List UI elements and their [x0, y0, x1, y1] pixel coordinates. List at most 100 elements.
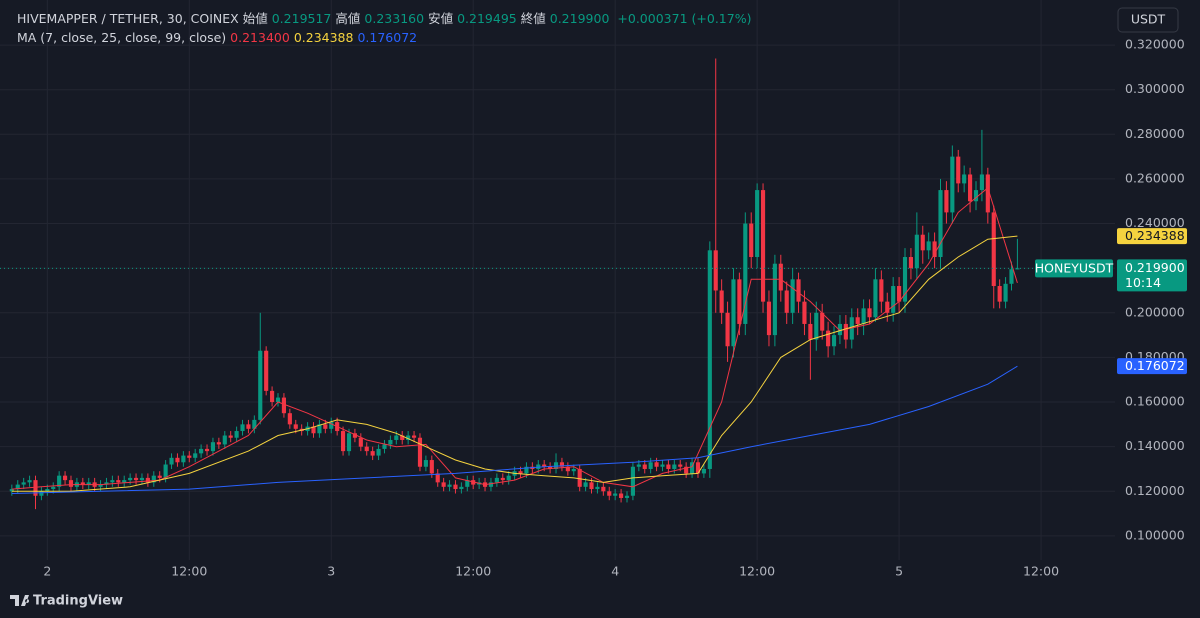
ma-badge-label: 0.234388: [1125, 228, 1185, 243]
candle-body: [39, 491, 44, 496]
ma-label: MA (7, close, 25, close, 99, close): [17, 30, 227, 45]
candle-body: [678, 464, 683, 467]
candle-body: [861, 308, 866, 324]
y-tick-label: 0.140000: [1125, 438, 1185, 453]
candle-body: [453, 484, 458, 490]
candle-body: [565, 466, 570, 472]
candle-body: [772, 263, 777, 336]
candle-body: [689, 462, 695, 474]
candle-body: [139, 477, 145, 481]
candle-body: [802, 301, 807, 324]
candle-body: [885, 301, 890, 313]
candle-body: [9, 489, 14, 492]
candle-body: [157, 475, 162, 478]
y-tick-label: 0.240000: [1125, 215, 1185, 230]
candle-body: [145, 477, 150, 483]
candle-body: [264, 350, 269, 391]
candle-body: [879, 279, 884, 302]
svg-text:TradingView: TradingView: [33, 594, 123, 609]
candle-body: [240, 424, 245, 432]
price-badge-label: 0.219900: [1125, 260, 1185, 275]
candle-body: [583, 482, 588, 487]
currency-button[interactable]: [1117, 7, 1179, 33]
candle-body: [394, 435, 399, 440]
x-tick-label: 12:00: [1023, 564, 1059, 579]
candle-body: [317, 424, 322, 434]
candle-body: [991, 212, 996, 287]
candle-body: [1015, 268, 1020, 270]
currency-label: USDT: [1131, 12, 1166, 27]
candle-body: [435, 473, 440, 483]
candle-body: [624, 495, 630, 498]
x-tick-label: 3: [327, 564, 335, 579]
candle-body: [293, 424, 298, 429]
candle-body: [86, 482, 91, 485]
candle-body: [199, 448, 204, 454]
candle-body: [27, 480, 32, 483]
candle-body: [151, 475, 156, 483]
legend-value: 0.219900: [549, 11, 610, 26]
candle-body: [21, 482, 26, 485]
candle-body: [216, 442, 221, 445]
candle-body: [376, 448, 381, 456]
candle-body: [577, 468, 582, 487]
candle-body: [873, 279, 878, 318]
candle-body: [62, 475, 68, 481]
candle-body: [128, 477, 133, 481]
candle-body: [760, 190, 766, 302]
candle-body: [169, 457, 174, 465]
candle-body: [938, 190, 943, 258]
candle-body: [116, 480, 121, 483]
candle-body: [441, 482, 446, 487]
price-badge: [1117, 259, 1187, 292]
y-tick-label: 0.120000: [1125, 483, 1185, 498]
y-tick-label: 0.320000: [1125, 37, 1185, 52]
candle-body: [181, 455, 186, 463]
candle-body: [956, 156, 961, 184]
legend-label: 終値: [520, 11, 546, 26]
x-tick-label: 12:00: [739, 564, 775, 579]
candle-body: [104, 482, 109, 485]
y-tick-label: 0.300000: [1125, 81, 1185, 96]
candle-body: [968, 174, 973, 202]
candle-body: [820, 312, 825, 331]
candle-body: [831, 335, 837, 347]
candle-body: [1009, 269, 1014, 284]
y-tick-label: 0.200000: [1125, 304, 1185, 319]
candle-body: [571, 468, 576, 472]
candle-body: [902, 257, 908, 302]
ma-value: 0.176072: [357, 30, 418, 45]
candle-body: [411, 435, 417, 438]
symbol: HIVEMAPPER / TETHER, 30, COINEX: [17, 11, 239, 26]
candle-body: [695, 462, 701, 474]
candle-body: [932, 241, 937, 258]
candle-body: [837, 323, 843, 336]
ma-line: [11, 365, 1018, 494]
x-tick-label: 2: [43, 564, 51, 579]
candle-body: [666, 464, 671, 469]
candle-body: [778, 263, 783, 291]
candle-body: [506, 475, 511, 481]
candle-body: [542, 464, 547, 467]
candle-body: [897, 286, 902, 302]
candle-body: [808, 323, 813, 340]
header: HIVEMAPPER / TETHER, 30, COINEX 始値 0.21951…: [17, 9, 755, 47]
ma-legend: 0.213400 0.234388 0.176072: [230, 30, 421, 45]
x-tick-label: 4: [611, 564, 619, 579]
candle-body: [766, 301, 772, 336]
candle-body: [843, 323, 848, 340]
countdown: 10:14: [1125, 275, 1161, 290]
candle-body: [997, 286, 1002, 302]
candle-body: [246, 424, 251, 429]
legend-label: 安値: [428, 11, 454, 26]
candle-body: [382, 444, 387, 449]
candle-body: [252, 419, 257, 429]
candle-body: [423, 460, 428, 467]
legend-value: 0.219495: [457, 11, 517, 26]
ohlc-row: HIVEMAPPER / TETHER, 30, COINEX 始値 0.21951…: [17, 9, 755, 28]
candle-body: [364, 446, 369, 452]
candle-body: [559, 462, 565, 467]
candle-body: [329, 422, 334, 429]
